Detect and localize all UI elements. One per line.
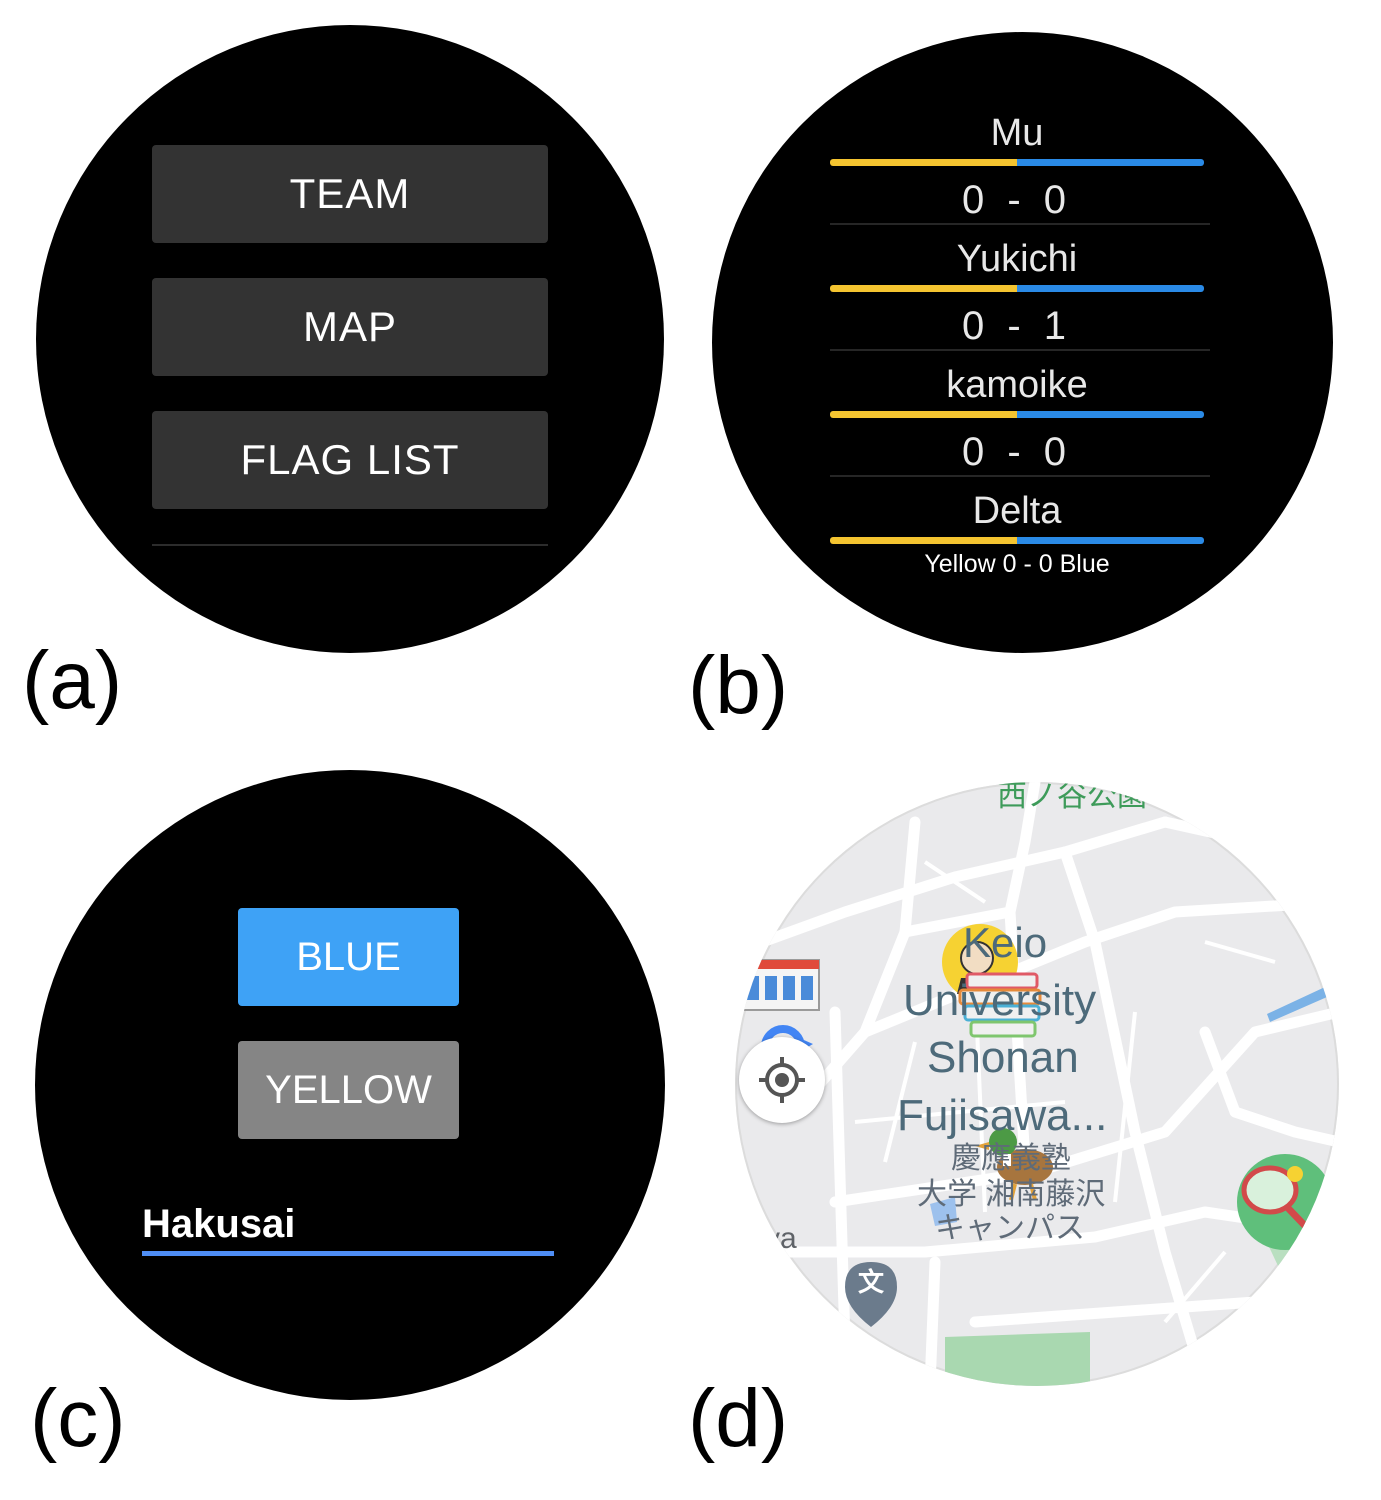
- flag-name-mu: Mu: [990, 112, 1044, 154]
- books-flag-icon[interactable]: [958, 972, 1042, 1038]
- total-score: Yellow 0 - 0 Blue: [924, 550, 1110, 578]
- panel-label-d: (d): [688, 1373, 789, 1464]
- flag-score: 0 - 0: [961, 178, 1073, 222]
- flag-control-bar: [830, 159, 1204, 166]
- menu-divider: [152, 544, 548, 546]
- side-map-text: va: [765, 1222, 797, 1255]
- campus-label-ja-1: 慶應義塾: [951, 1142, 1071, 1175]
- flag-control-bar: [830, 537, 1204, 544]
- flag-control-bar: [830, 411, 1204, 418]
- campus-label-ja-3: キャンパス: [935, 1212, 1085, 1245]
- school-poi-glyph: 文: [858, 1267, 885, 1297]
- map-button[interactable]: MAP: [152, 278, 548, 376]
- watch-screen-menu: TEAM MAP FLAG LIST: [36, 25, 664, 653]
- watch-screen-flag-list: Mu 0 - 0 Yukichi 0 - 1 kamoike 0 - 0 Del…: [712, 32, 1333, 653]
- flag-score: 0 - 0: [961, 430, 1073, 474]
- panel-label-b: (b): [688, 640, 789, 731]
- campus-label-en-3: Shonan: [927, 1033, 1079, 1082]
- campus-label-en-4: Fujisawa...: [897, 1091, 1108, 1140]
- yellow-team-button[interactable]: YELLOW: [238, 1041, 459, 1139]
- flag-name-kamoike: kamoike: [946, 364, 1088, 406]
- flag-list-button[interactable]: FLAG LIST: [152, 411, 548, 509]
- duck-flag-icon[interactable]: [975, 1128, 1053, 1201]
- campus-label-ja-2: 大学 湘南藤沢: [917, 1178, 1106, 1211]
- team-button[interactable]: TEAM: [152, 145, 548, 243]
- panel-label-c: (c): [30, 1373, 126, 1464]
- row-divider: [830, 223, 1210, 225]
- park-label: 西ノ谷公園: [997, 782, 1147, 813]
- watch-screen-map[interactable]: 西ノ谷公園 Keio University Shonan Fujisawa...…: [735, 782, 1339, 1386]
- flag-name-yukichi: Yukichi: [956, 238, 1078, 280]
- school-poi-icon[interactable]: [845, 1262, 897, 1327]
- tennis-flag-icon[interactable]: [1237, 1154, 1333, 1250]
- flag-score: 0 - 1: [961, 304, 1073, 348]
- my-location-button[interactable]: [739, 1037, 825, 1123]
- blue-team-button[interactable]: BLUE: [238, 908, 459, 1006]
- panel-label-a: (a): [22, 635, 123, 726]
- name-input-underline: [142, 1251, 554, 1256]
- flag-control-bar: [830, 285, 1204, 292]
- watch-screen-team-select: BLUE YELLOW: [35, 770, 665, 1400]
- player-name-input[interactable]: [142, 1192, 554, 1256]
- row-divider: [830, 475, 1210, 477]
- locate-icon: [759, 1057, 805, 1103]
- campus-label-en-2: University: [903, 976, 1097, 1025]
- campus-label-en-1: Keio: [963, 919, 1048, 966]
- map-canvas[interactable]: [735, 782, 1339, 1386]
- row-divider: [830, 349, 1210, 351]
- building-icon[interactable]: [738, 959, 820, 1011]
- flag-name-delta: Delta: [972, 490, 1062, 532]
